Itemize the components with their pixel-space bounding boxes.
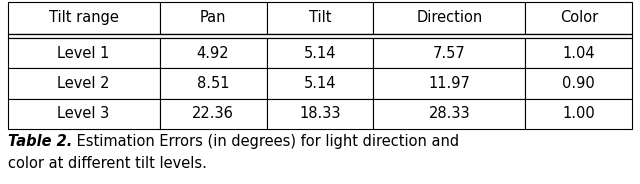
Bar: [374, 68, 525, 99]
Bar: [525, 68, 632, 99]
Text: Direction: Direction: [416, 10, 483, 25]
Bar: [266, 99, 374, 129]
Bar: [159, 68, 266, 99]
Bar: [159, 2, 266, 34]
Text: 22.36: 22.36: [192, 106, 234, 121]
Text: Tilt: Tilt: [308, 10, 332, 25]
Bar: [374, 2, 525, 34]
Bar: [266, 2, 374, 34]
Bar: [525, 2, 632, 34]
Text: 7.57: 7.57: [433, 46, 466, 61]
Bar: [525, 99, 632, 129]
Bar: [8, 2, 159, 34]
Text: Level 3: Level 3: [58, 106, 109, 121]
Bar: [8, 99, 159, 129]
Bar: [374, 99, 525, 129]
Text: Estimation Errors (in degrees) for light direction and: Estimation Errors (in degrees) for light…: [72, 134, 459, 149]
Text: 28.33: 28.33: [429, 106, 470, 121]
Text: 11.97: 11.97: [428, 76, 470, 91]
Text: 5.14: 5.14: [304, 76, 336, 91]
Text: Pan: Pan: [200, 10, 227, 25]
Text: 4.92: 4.92: [196, 46, 229, 61]
Text: Table 2.: Table 2.: [8, 134, 72, 149]
Bar: [8, 68, 159, 99]
Text: 1.00: 1.00: [563, 106, 595, 121]
Bar: [159, 38, 266, 68]
Text: 18.33: 18.33: [300, 106, 340, 121]
Bar: [266, 68, 374, 99]
Bar: [8, 38, 159, 68]
Bar: [525, 38, 632, 68]
Bar: [266, 38, 374, 68]
Text: Level 1: Level 1: [58, 46, 110, 61]
Text: Tilt range: Tilt range: [49, 10, 118, 25]
Text: 5.14: 5.14: [304, 46, 336, 61]
Bar: [159, 99, 266, 129]
Text: Level 2: Level 2: [58, 76, 110, 91]
Text: 1.04: 1.04: [563, 46, 595, 61]
Bar: [374, 38, 525, 68]
Text: 0.90: 0.90: [563, 76, 595, 91]
Text: Color: Color: [560, 10, 598, 25]
Text: color at different tilt levels.: color at different tilt levels.: [8, 156, 207, 171]
Bar: [8, 34, 632, 38]
Text: 8.51: 8.51: [196, 76, 229, 91]
